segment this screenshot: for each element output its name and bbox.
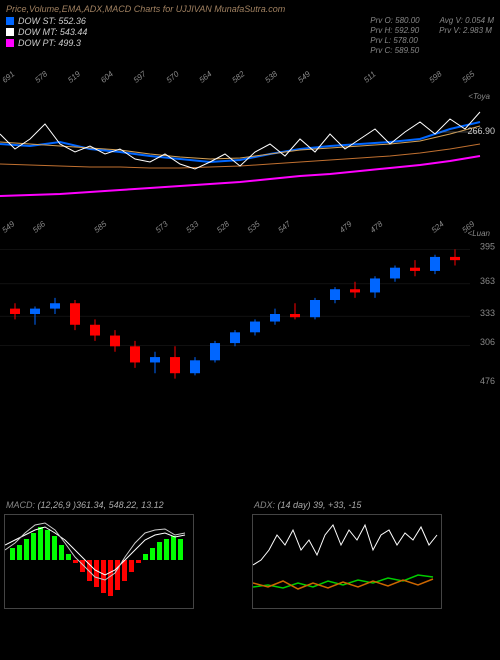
svg-text:565: 565 [460,69,476,85]
svg-text:566: 566 [31,219,47,235]
svg-text:511: 511 [362,70,378,85]
svg-text:266.90: 266.90 [467,126,495,136]
svg-text:535: 535 [246,219,262,235]
svg-text:691: 691 [0,69,16,84]
svg-text:478: 478 [368,219,384,235]
svg-text:524: 524 [430,219,446,235]
legend-item: DOW PT: 499.3 [6,38,87,48]
legend-row: DOW ST: 552.36DOW MT: 543.44DOW PT: 499.… [6,16,494,55]
svg-text:333: 333 [480,308,495,318]
candle-panel: 395 363 333 306 476 [0,239,500,394]
svg-text:<Luan: <Luan [468,229,491,238]
svg-text:570: 570 [165,69,181,85]
svg-text:479: 479 [338,219,354,235]
stat-row: Prv H: 592.90Prv V: 2.983 M [370,26,494,35]
chart-title: Price,Volume,EMA,ADX,MACD Charts for UJJ… [6,4,494,14]
macd-chart [4,514,194,609]
svg-text:564: 564 [198,69,214,85]
adx-label: ADX: (14 day) 39, +33, -15 [254,500,361,510]
svg-text:306: 306 [480,337,495,347]
stat-row: Prv O: 580.00Avg V: 0.054 M [370,16,494,25]
svg-text:549: 549 [296,69,312,85]
legend-item: DOW ST: 552.36 [6,16,87,26]
svg-text:547: 547 [276,219,292,235]
legend-stats: Prv O: 580.00Avg V: 0.054 MPrv H: 592.90… [370,16,494,55]
svg-text:597: 597 [132,69,148,85]
svg-text:533: 533 [184,219,200,235]
svg-text:578: 578 [33,69,49,85]
volume-panel: 691 578 519 604 597 570 564 582 538 549 511 598 565 <… [0,59,500,104]
stat-row: Prv C: 589.50 [370,46,494,55]
svg-text:549: 549 [0,219,16,235]
svg-text:538: 538 [263,69,279,85]
ema-panel: 266.905495665855735335285355474794785245… [0,104,500,239]
svg-text:528: 528 [215,219,231,235]
svg-text:395: 395 [480,241,495,251]
svg-text:363: 363 [480,276,495,286]
svg-text:519: 519 [66,69,82,85]
adx-chart [252,514,442,609]
svg-text:<Toya: <Toya [468,92,490,101]
stat-row: Prv L: 578.00 [370,36,494,45]
legend-item: DOW MT: 543.44 [6,27,87,37]
svg-text:585: 585 [92,219,108,235]
svg-text:598: 598 [428,69,444,85]
macd-label: MACD: (12,26,9 )361.34, 548.22, 13.12 [6,500,164,510]
svg-text:573: 573 [154,219,170,235]
svg-text:476: 476 [480,376,495,386]
svg-text:604: 604 [99,69,115,85]
svg-text:582: 582 [230,69,246,85]
chart-header: Price,Volume,EMA,ADX,MACD Charts for UJJ… [0,0,500,59]
legend-indicators: DOW ST: 552.36DOW MT: 543.44DOW PT: 499.… [6,16,87,48]
